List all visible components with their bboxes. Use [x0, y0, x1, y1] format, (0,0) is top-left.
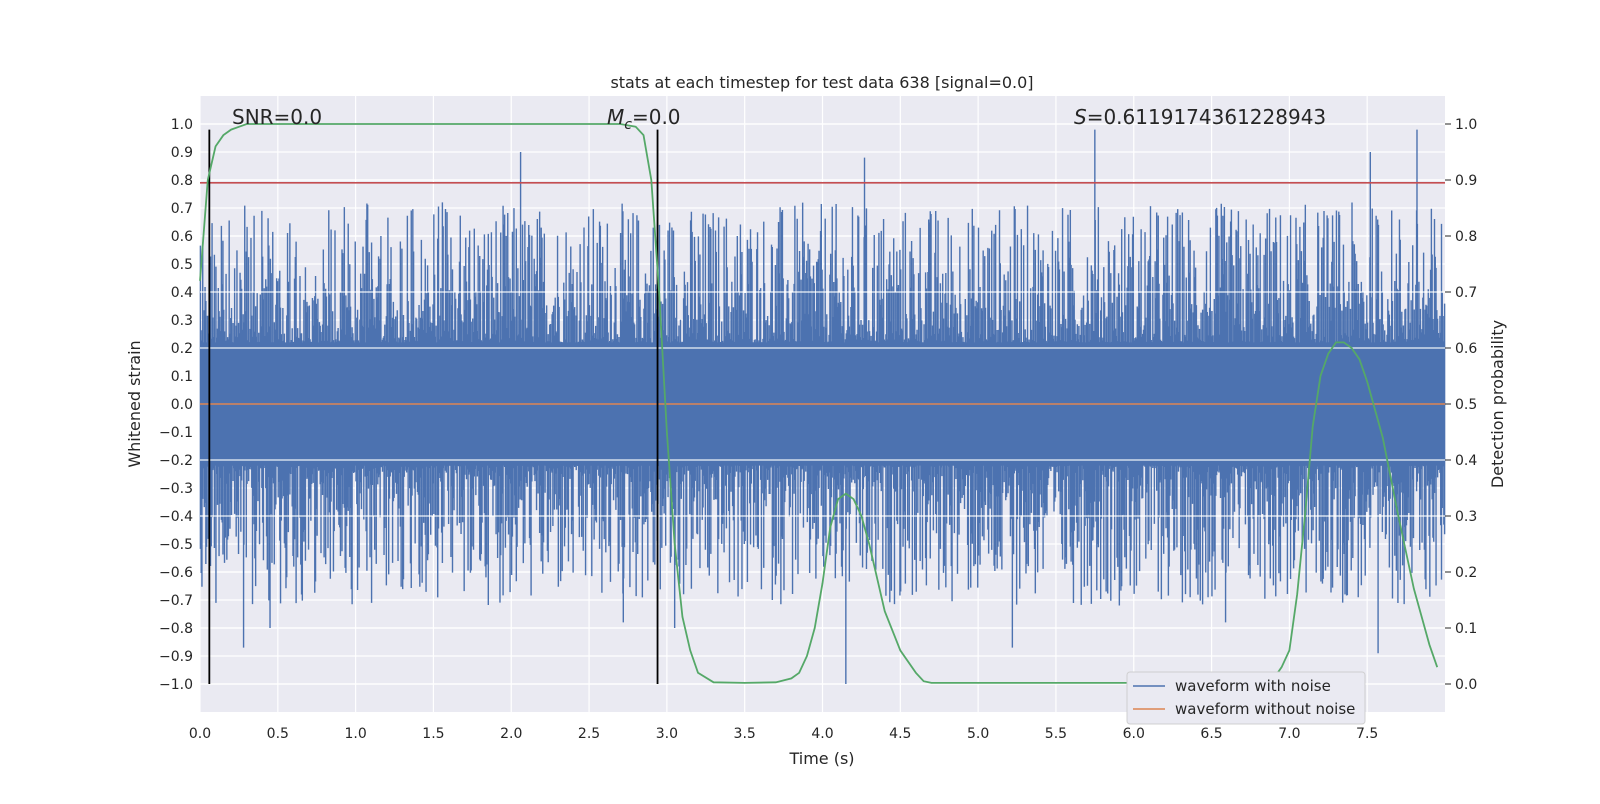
tick-labels: 0.0 0.5 1.0 1.5 2.0 2.5 3.0 3.5 4.0 4.5 5.0 5.5 6.0 6… — [159, 117, 1477, 742]
x-axis-label: Time (s) — [788, 749, 854, 768]
chirp-mass-annotation: Mc=0.0 — [607, 105, 681, 133]
x-tick-label: 7.0 — [1278, 726, 1300, 742]
legend-label-noise: waveform with noise — [1175, 677, 1331, 695]
y2-tick-label: 0.1 — [1455, 621, 1477, 637]
x-tick-label: 3.5 — [734, 726, 756, 742]
x-tick-label: 6.0 — [1123, 726, 1145, 742]
y2-tick-label: 0.3 — [1455, 509, 1477, 525]
y-tick-label: −0.7 — [159, 593, 193, 609]
x-tick-label: 2.5 — [578, 726, 600, 742]
y2-tick-label: 0.2 — [1455, 565, 1477, 581]
score-annotation: S=0.6119174361228943 — [1074, 105, 1326, 129]
y-tick-label: 0.3 — [171, 313, 193, 329]
score-symbol: S — [1074, 105, 1087, 129]
x-tick-label: 5.0 — [967, 726, 989, 742]
y-tick-label: 0.2 — [171, 341, 193, 357]
y2-tick-label: 0.8 — [1455, 229, 1477, 245]
legend: waveform with noise waveform without noi… — [1126, 671, 1366, 725]
detection-probability-line — [199, 123, 1439, 684]
x-tick-label: 0.5 — [267, 726, 289, 742]
x-tick-label: 1.5 — [422, 726, 444, 742]
score-value: =0.6119174361228943 — [1087, 105, 1326, 129]
overlay-lines — [199, 123, 1445, 684]
y-tick-label: −0.5 — [159, 537, 193, 553]
y-tick-label: 1.0 — [171, 117, 193, 133]
y-tick-label: −0.8 — [159, 621, 193, 637]
y2-tick-label: 0.4 — [1455, 453, 1477, 469]
y2-tick-label: 0.5 — [1455, 397, 1477, 413]
chart-title: stats at each timestep for test data 638… — [610, 73, 1033, 92]
x-tick-label: 0.0 — [189, 726, 211, 742]
y-tick-label: 0.5 — [171, 257, 193, 273]
y-tick-label: 0.6 — [171, 229, 193, 245]
y-tick-label: −0.4 — [159, 509, 193, 525]
y2-tick-label: 0.0 — [1455, 677, 1477, 693]
x-tick-label: 2.0 — [500, 726, 522, 742]
y-axis-label: Whitened strain — [125, 340, 144, 467]
y2-tick-label: 1.0 — [1455, 117, 1477, 133]
y-tick-label: 0.4 — [171, 285, 193, 301]
x-tick-label: 3.0 — [656, 726, 678, 742]
legend-box — [1126, 671, 1366, 725]
y-tick-label: −1.0 — [159, 677, 193, 693]
y-tick-label: 0.0 — [171, 397, 193, 413]
x-tick-label: 6.5 — [1200, 726, 1222, 742]
chirp-mass-symbol: M — [607, 105, 624, 129]
y2-tick-label: 0.7 — [1455, 285, 1477, 301]
legend-label-clean: waveform without noise — [1175, 700, 1355, 718]
y-tick-label: 0.8 — [171, 173, 193, 189]
x-tick-label: 4.0 — [811, 726, 833, 742]
y-tick-label: 0.7 — [171, 201, 193, 217]
y2-tick-label: 0.6 — [1455, 341, 1477, 357]
y-tick-label: 0.1 — [171, 369, 193, 385]
y2-axis-label: Detection probability — [1488, 320, 1507, 488]
snr-annotation: SNR=0.0 — [232, 105, 322, 129]
y-tick-label: −0.1 — [159, 425, 193, 441]
y-tick-label: −0.2 — [159, 453, 193, 469]
y2-tick-label: 0.9 — [1455, 173, 1477, 189]
y-tick-label: −0.3 — [159, 481, 193, 497]
y-tick-label: −0.9 — [159, 649, 193, 665]
x-tick-label: 7.5 — [1356, 726, 1378, 742]
chirp-mass-value: =0.0 — [632, 105, 681, 129]
x-tick-label: 5.5 — [1045, 726, 1067, 742]
x-tick-label: 4.5 — [889, 726, 911, 742]
chirp-mass-subscript: c — [624, 117, 632, 133]
x-tick-label: 1.0 — [344, 726, 366, 742]
y-tick-label: 0.9 — [171, 145, 193, 161]
y-tick-label: −0.6 — [159, 565, 193, 581]
